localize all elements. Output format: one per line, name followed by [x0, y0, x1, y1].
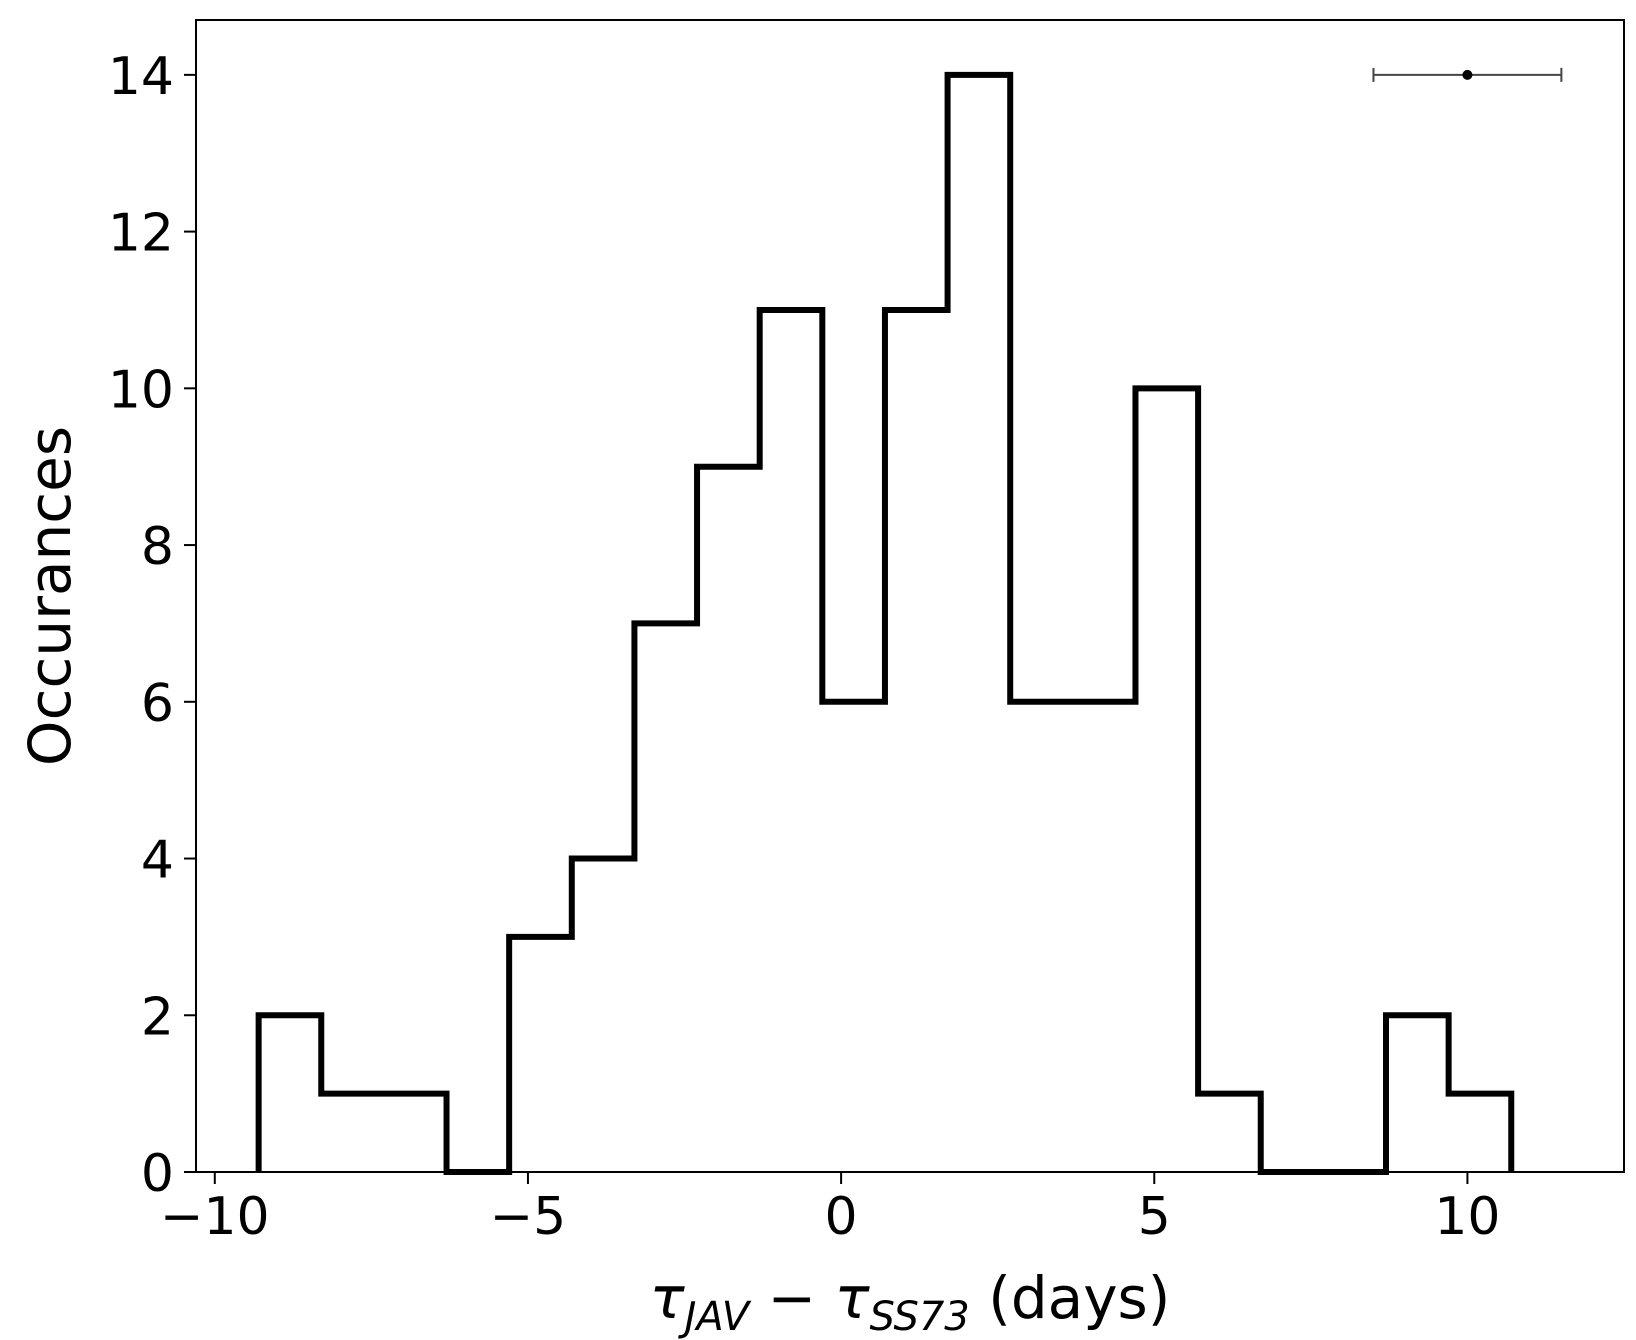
y-axis-label: Occurances — [16, 426, 84, 766]
y-tick-label: 0 — [141, 1144, 174, 1204]
x-tick-label: 0 — [825, 1187, 858, 1247]
x-axis-ticks: −10 −5 0 5 10 — [160, 1172, 1501, 1247]
y-tick-label: 2 — [141, 987, 174, 1047]
histogram-step-line — [255, 71, 1515, 1175]
y-tick-label: 10 — [108, 360, 174, 420]
y-tick-label: 12 — [108, 204, 174, 264]
y-axis-ticks: 0 2 4 6 8 10 12 14 — [108, 47, 196, 1204]
error-bar-marker — [1372, 67, 1563, 82]
y-tick-label: 14 — [108, 47, 174, 107]
y-tick-label: 8 — [141, 517, 174, 577]
x-tick-label: −10 — [160, 1187, 270, 1247]
y-tick-label: 4 — [141, 831, 174, 891]
error-bar-point — [1462, 69, 1473, 80]
plot-area — [195, 19, 1625, 1173]
x-axis-label: τJAV − τSS73 (days) — [650, 1264, 1171, 1340]
x-tick-label: −5 — [490, 1187, 567, 1247]
x-tick-label: 5 — [1138, 1187, 1171, 1247]
y-tick-label: 6 — [141, 674, 174, 734]
x-tick-label: 10 — [1434, 1187, 1500, 1247]
